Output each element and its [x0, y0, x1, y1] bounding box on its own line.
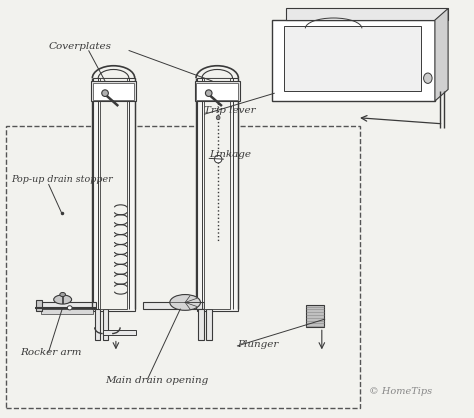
- Bar: [198, 308, 204, 340]
- Bar: [206, 308, 212, 340]
- Ellipse shape: [67, 306, 72, 310]
- Bar: [103, 330, 136, 335]
- Bar: [197, 83, 238, 100]
- Bar: [197, 78, 238, 311]
- Bar: [284, 26, 421, 91]
- Text: Plunger: Plunger: [237, 340, 278, 349]
- Bar: [36, 301, 42, 311]
- Text: Linkage: Linkage: [209, 150, 251, 159]
- Ellipse shape: [216, 115, 220, 120]
- Bar: [95, 308, 100, 340]
- Bar: [195, 81, 240, 101]
- Text: Pop-up drain stopper: Pop-up drain stopper: [11, 175, 112, 184]
- Polygon shape: [435, 8, 448, 101]
- Text: Rocker arm: Rocker arm: [20, 348, 82, 357]
- Bar: [306, 304, 324, 327]
- Text: © HomeTips: © HomeTips: [369, 387, 432, 396]
- Ellipse shape: [54, 295, 72, 304]
- Bar: [204, 78, 230, 308]
- Polygon shape: [285, 8, 448, 20]
- Bar: [93, 83, 134, 100]
- Bar: [100, 78, 127, 308]
- Bar: [103, 308, 109, 340]
- Ellipse shape: [60, 293, 65, 297]
- Bar: [93, 78, 135, 311]
- Ellipse shape: [424, 73, 432, 84]
- Bar: [6, 126, 359, 408]
- Ellipse shape: [214, 155, 222, 163]
- Bar: [39, 302, 96, 309]
- Ellipse shape: [170, 295, 201, 310]
- Bar: [91, 81, 136, 101]
- Text: Coverplates: Coverplates: [48, 42, 111, 51]
- Ellipse shape: [205, 90, 212, 97]
- Ellipse shape: [102, 90, 109, 97]
- Bar: [273, 20, 435, 101]
- Text: Trip lever: Trip lever: [204, 107, 255, 115]
- Bar: [143, 302, 204, 309]
- Text: Main drain opening: Main drain opening: [105, 375, 208, 385]
- Bar: [41, 309, 93, 314]
